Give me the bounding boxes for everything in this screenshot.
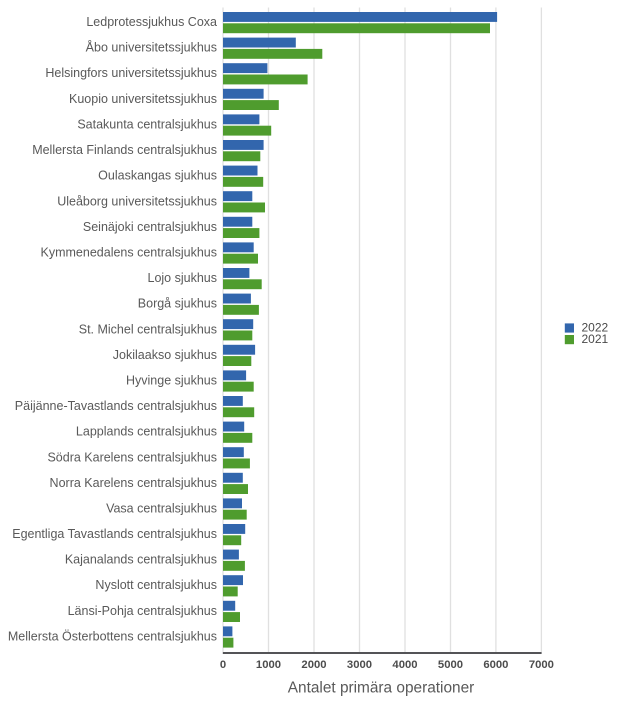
svg-text:Ledprotessjukhus Coxa: Ledprotessjukhus Coxa [86, 15, 217, 29]
svg-text:Mellersta Österbottens central: Mellersta Österbottens centralsjukhus [8, 630, 217, 644]
svg-text:Seinäjoki centralsjukhus: Seinäjoki centralsjukhus [83, 220, 217, 234]
svg-text:6000: 6000 [483, 659, 508, 671]
svg-text:Kymmenedalens centralsjukhus: Kymmenedalens centralsjukhus [41, 245, 217, 259]
svg-text:4000: 4000 [392, 659, 417, 671]
svg-text:Kajanalands centralsjukhus: Kajanalands centralsjukhus [65, 553, 217, 567]
svg-text:Lojo sjukhus: Lojo sjukhus [148, 271, 218, 285]
svg-text:Åbo universitetssjukhus: Åbo universitetssjukhus [86, 40, 217, 55]
svg-text:Uleåborg universitetssjukhus: Uleåborg universitetssjukhus [57, 194, 217, 208]
svg-text:Nyslott centralsjukhus: Nyslott centralsjukhus [95, 578, 217, 592]
svg-text:Antalet primära operationer: Antalet primära operationer [288, 680, 475, 697]
svg-text:Oulaskangas sjukhus: Oulaskangas sjukhus [98, 169, 217, 183]
svg-text:Vasa centralsjukhus: Vasa centralsjukhus [106, 502, 217, 516]
svg-text:Satakunta centralsjukhus: Satakunta centralsjukhus [77, 118, 217, 132]
svg-text:2021: 2021 [582, 332, 609, 346]
svg-text:Helsingfors universitetssjukhu: Helsingfors universitetssjukhus [45, 66, 217, 80]
svg-text:Lapplands centralsjukhus: Lapplands centralsjukhus [76, 425, 217, 439]
svg-text:2000: 2000 [301, 659, 326, 671]
svg-text:7000: 7000 [529, 659, 554, 671]
svg-text:Egentliga Tavastlands centrals: Egentliga Tavastlands centralsjukhus [12, 527, 217, 541]
svg-text:Länsi-Pohja centralsjukhus: Länsi-Pohja centralsjukhus [68, 604, 217, 618]
svg-text:St. Michel centralsjukhus: St. Michel centralsjukhus [79, 322, 217, 336]
svg-text:2022: 2022 [582, 320, 609, 334]
svg-text:Mellersta Finlands centralsjuk: Mellersta Finlands centralsjukhus [32, 143, 217, 157]
svg-text:Södra Karelens centralsjukhus: Södra Karelens centralsjukhus [47, 450, 217, 464]
svg-text:3000: 3000 [347, 659, 372, 671]
svg-text:1000: 1000 [256, 659, 281, 671]
svg-text:Kuopio universitetssjukhus: Kuopio universitetssjukhus [69, 92, 217, 106]
svg-text:Borgå sjukhus: Borgå sjukhus [138, 297, 217, 311]
svg-text:Hyvinge sjukhus: Hyvinge sjukhus [126, 374, 217, 388]
svg-text:Norra Karelens centralsjukhus: Norra Karelens centralsjukhus [50, 476, 217, 490]
svg-text:Jokilaakso sjukhus: Jokilaakso sjukhus [113, 348, 217, 362]
svg-text:Päijänne-Tavastlands centralsj: Päijänne-Tavastlands centralsjukhus [15, 399, 217, 413]
svg-text:0: 0 [220, 659, 226, 671]
svg-text:5000: 5000 [438, 659, 463, 671]
